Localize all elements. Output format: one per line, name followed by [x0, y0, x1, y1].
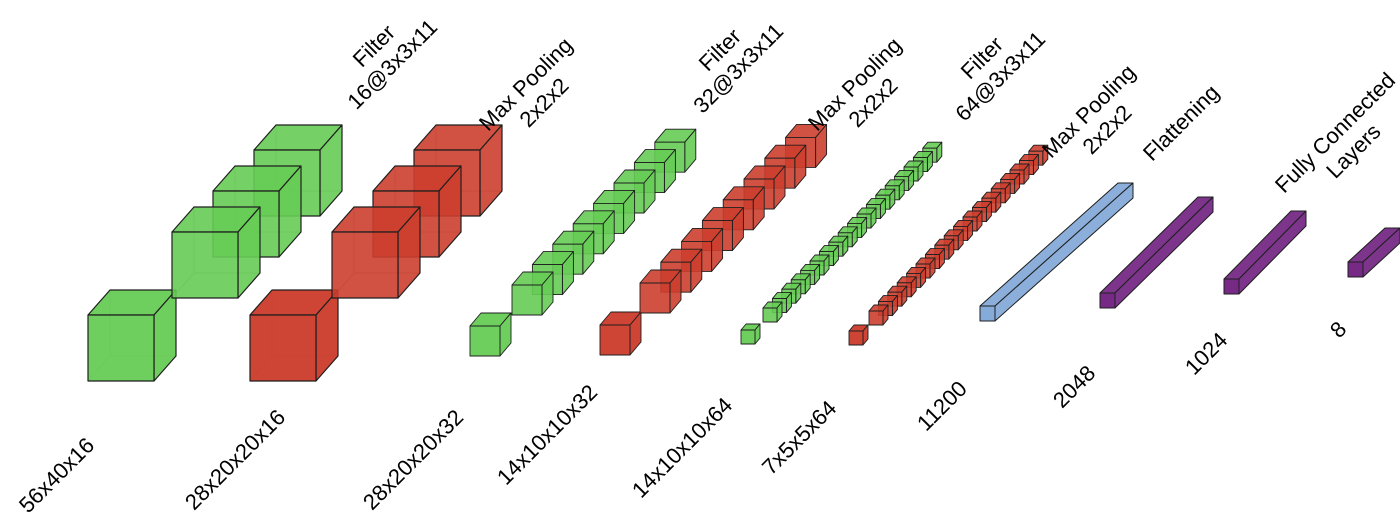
- bar-front-face: [1223, 278, 1240, 295]
- layer-pool3-front-block: [848, 324, 869, 346]
- bar-side-face: [1114, 196, 1214, 309]
- cube-front-face: [249, 314, 317, 382]
- feature-map-cube: [868, 304, 889, 326]
- bar-side-face: [1238, 210, 1307, 295]
- layer-dense-8-bar: [1347, 227, 1400, 278]
- feature-map-cube: [848, 324, 869, 346]
- cube-front-face: [740, 329, 756, 345]
- feature-map-cube: [87, 289, 177, 382]
- bar-top-face: [1223, 210, 1307, 280]
- feature-map-cube: [740, 323, 761, 345]
- feature-map-cube: [599, 311, 642, 356]
- feature-map-cube: [469, 312, 512, 357]
- cube-front-face: [599, 324, 631, 356]
- layer-conv2-block: [511, 128, 697, 316]
- layer-pool1-block: [331, 124, 503, 299]
- cube-front-face: [171, 231, 239, 299]
- cube-front-face: [469, 325, 501, 357]
- layer-conv3-block: [762, 141, 943, 323]
- layer-pool3-block: [868, 144, 1049, 326]
- layer-pool2-block: [639, 123, 828, 314]
- cube-front-face: [511, 284, 543, 316]
- feature-map-cube: [865, 198, 886, 220]
- cube-front-face: [762, 307, 778, 323]
- feature-map-cube: [511, 271, 554, 316]
- bar-front-face: [1347, 261, 1364, 278]
- feature-map-cube: [762, 301, 783, 323]
- layer-conv3-front-block: [740, 323, 761, 345]
- layer-flatten-bar: [979, 182, 1134, 322]
- feature-map-cube: [331, 206, 421, 299]
- layer-conv2-front-block: [469, 312, 512, 357]
- layer-pool2-front-block: [599, 311, 642, 356]
- feature-map-cube: [249, 289, 339, 382]
- bar-front-face: [1099, 292, 1116, 309]
- layer-dense-2048-bar: [1099, 196, 1214, 309]
- layer-dense-1024-bar: [1223, 210, 1307, 295]
- layer-conv1-block: [171, 124, 343, 299]
- layer-pool1-front-block: [249, 289, 339, 382]
- feature-map-cube: [1018, 154, 1039, 176]
- cube-front-face: [868, 310, 884, 326]
- cube-front-face: [848, 330, 864, 346]
- layer-input-block: [87, 289, 177, 382]
- cube-front-face: [639, 282, 671, 314]
- feature-map-cube: [171, 206, 261, 299]
- cube-front-face: [331, 231, 399, 299]
- cube-front-face: [87, 314, 155, 382]
- feature-map-cube: [639, 269, 682, 314]
- bar-front-face: [979, 305, 996, 322]
